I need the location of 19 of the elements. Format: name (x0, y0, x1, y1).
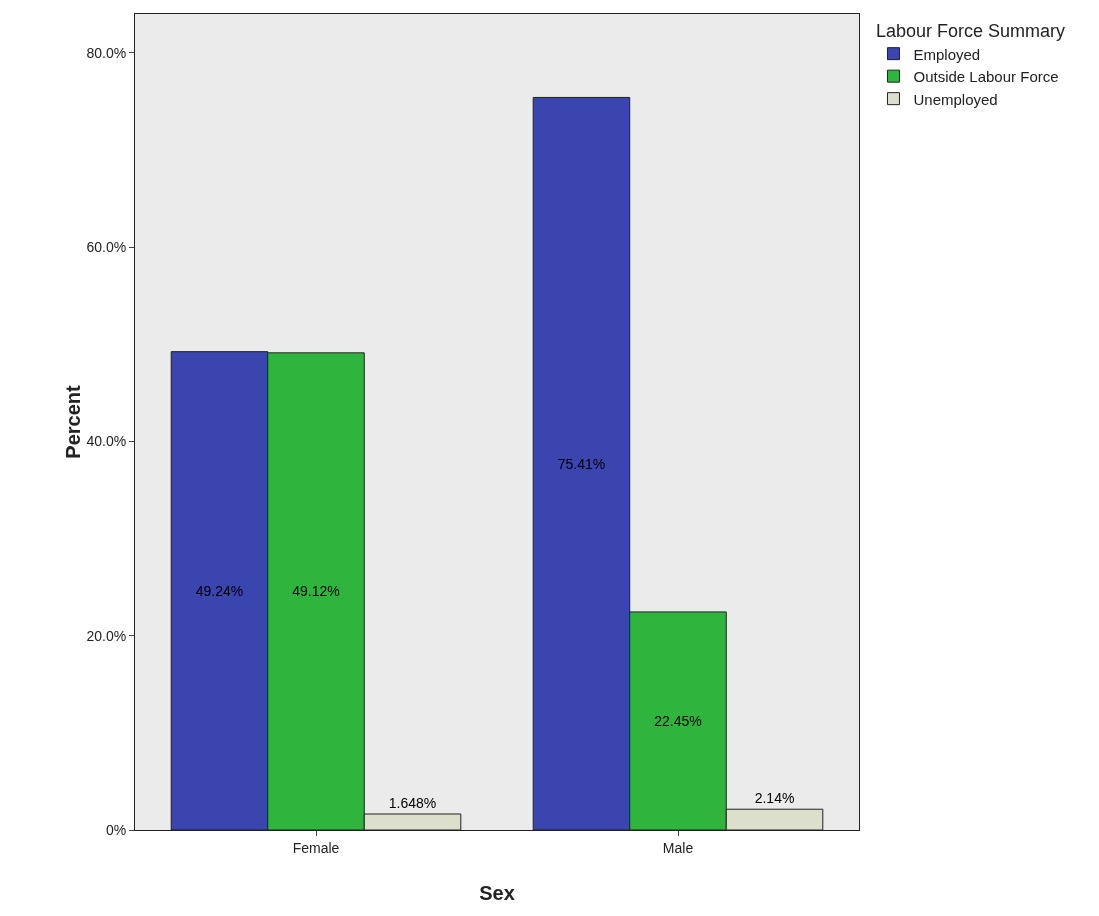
x-tick-label: Male (662, 839, 694, 856)
data-label: 75.41% (557, 455, 606, 472)
y-tick-label: 60.0% (86, 239, 127, 256)
y-tick-label: 20.0% (86, 627, 127, 644)
legend-label: Outside Labour Force (913, 68, 1059, 85)
data-label: 49.24% (195, 582, 244, 599)
legend-title: Labour Force Summary (875, 21, 1066, 42)
data-label: 2.14% (754, 790, 795, 807)
y-tick-label: 40.0% (86, 433, 127, 450)
data-label: 22.45% (654, 712, 702, 729)
y-tick-label: 80.0% (86, 44, 127, 61)
x-tick-label: Female (292, 839, 340, 856)
y-tick-label: 0% (105, 821, 127, 838)
data-label: 1.648% (388, 794, 437, 811)
x-axis-title: Sex (479, 882, 515, 904)
y-axis-title: Percent (62, 384, 85, 459)
data-label: 49.12% (292, 583, 340, 600)
legend-label: Unemployed (913, 90, 998, 108)
legend-label: Employed (913, 45, 981, 63)
